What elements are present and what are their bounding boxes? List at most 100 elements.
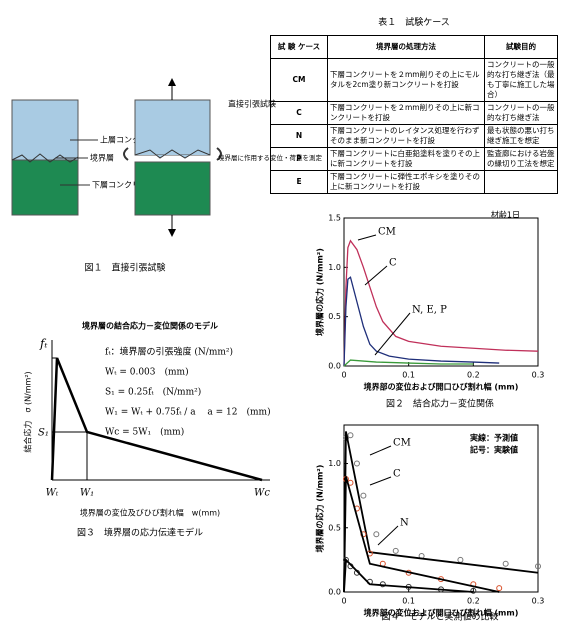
y-tick-label: 1.0 (328, 263, 341, 272)
table-body: 試 験 ケース 境界層の処理方法 試験目的 CM 下層コンクリートを２mm削りその上にモ… (270, 35, 558, 194)
x-tick-label: 0.3 (532, 371, 545, 380)
table-cell: 下層コンクリートを２mm削りその上に新コンクリートを打設 (327, 101, 485, 125)
data-point (496, 585, 503, 592)
lower-block (11, 159, 79, 216)
y-tick-label: 1.5 (328, 214, 341, 223)
table-title: 表１ 試験ケース (378, 18, 450, 28)
x-tick-label: 0 (341, 371, 346, 380)
label: 直接引張試験 (228, 99, 276, 109)
upper-block (134, 99, 211, 156)
table-cell: 下層コンクリートのレイタンス処理を行わずそのまま新コンクリートを打設 (327, 124, 485, 148)
table-cell: 下層コンクリートに弾性エポキシを塗りその上に新コンクリートを打設 (327, 170, 485, 194)
formula: Wₜ = 0.003 (mm) (105, 367, 189, 378)
leader (369, 445, 392, 456)
x-label: 境界部の変位および開口ひび割れ幅 (mm) (364, 608, 519, 618)
table-row: N 下層コンクリートのレイタンス処理を行わずそのまま新コンクリートを打設 最も状態の… (270, 124, 558, 148)
leader (364, 265, 388, 286)
label: 境界層 (90, 153, 114, 163)
series-label: C (389, 258, 397, 269)
data-point (353, 460, 360, 467)
lower-block (134, 161, 211, 216)
table-row: E 下層コンクリートに弾性エポキシを塗りその上に新コンクリートを打設 (270, 170, 558, 194)
y-tick-label: 0.0 (328, 588, 341, 597)
table-cell: コンクリートの一般的な打ち継ぎ法（最も丁寧に施工した場合） (484, 58, 558, 102)
y-label: 境界層の応力 (N/mm²) (315, 248, 325, 336)
point-label: Wₜ (46, 488, 59, 499)
leader (374, 312, 411, 356)
y-tick-label: 0.5 (328, 523, 341, 532)
table-cell: E (270, 170, 328, 194)
point-label: W₁ (80, 488, 94, 499)
data-point (360, 492, 367, 499)
x-tick-label: 0.2 (467, 371, 480, 380)
annotation: 実線：予測値 (470, 433, 518, 443)
data-point (392, 547, 399, 554)
plot-frame (343, 217, 539, 367)
leader (377, 525, 399, 546)
y-tick-label: 0.0 (328, 362, 341, 371)
annotation: 材齢1日 (491, 210, 520, 220)
label: 境界層に作用する変位・荷重を測定 (218, 153, 323, 162)
caption: 図１ 直接引張試験 (84, 262, 165, 274)
table-cell: 下層コンクリートに白亜鉛塗料を塗りその上に新コンクリートを打設 (327, 147, 485, 171)
formula: Wc = 5W₁ (mm) (105, 427, 184, 438)
figure-title: 境界層の結合応力－変位関係のモデル (82, 321, 218, 331)
x-label: 境界部の変位および開口ひび割れ幅 (mm) (364, 382, 519, 392)
y-tick-label: 1.0 (328, 459, 341, 468)
x-tick-label: 0 (341, 597, 346, 606)
table-cell: 下層コンクリートを２mm削りその上にモルタルを2cm塗り新コンクリートを打設 (327, 58, 485, 102)
data-point (373, 531, 380, 538)
data-point (347, 432, 354, 439)
leader (357, 234, 377, 241)
x-tick-label: 0.1 (402, 371, 415, 380)
annotation: 記号：実験値 (470, 445, 518, 455)
series-line (343, 239, 539, 367)
caption: 図３ 境界層の応力伝達モデル (77, 527, 203, 539)
model-line (343, 557, 474, 593)
leader (369, 476, 392, 486)
data-point (457, 556, 464, 563)
caption: 図４ モデルと実測値の比較 (381, 611, 498, 623)
series-label: N, E, P (412, 305, 447, 316)
joint (11, 153, 79, 163)
arrow-head (168, 229, 176, 237)
formula: S₁ = 0.25fₜ (N/mm²) (105, 387, 201, 398)
table-cell: 試験目的 (484, 35, 558, 59)
formula: W₁ = Wₜ + 0.75fₜ / a a = 12 (mm) (105, 407, 271, 418)
y-tick-label: 0.5 (328, 312, 341, 321)
x-tick-label: 0.1 (402, 597, 415, 606)
series-label: CM (378, 227, 396, 238)
formulas: fₜ：境界層の引張強度 (N/mm²) Wₜ = 0.003 (mm) S₁ = 0… (105, 346, 271, 438)
caption: 図２ 結合応力－変位関係 (386, 398, 494, 410)
table-row: P 下層コンクリートに白亜鉛塗料を塗りその上に新コンクリートを打設 監査廊における岩… (270, 147, 558, 171)
header-row: 試 験 ケース 境界層の処理方法 試験目的 (270, 35, 558, 59)
table-row: CM 下層コンクリートを２mm削りその上にモルタルを2cm塗り新コンクリートを打設… (270, 58, 558, 102)
series-line (343, 359, 474, 367)
table-cell (484, 170, 558, 194)
label: 上層コンクリート (100, 136, 164, 145)
x-tick-label: 0.2 (467, 597, 480, 606)
data-point (502, 560, 509, 567)
formula: fₜ：境界層の引張強度 (N/mm²) (105, 346, 233, 358)
upper-block (11, 99, 79, 161)
table: 試 験 ケース 境界層の処理方法 試験目的 CM 下層コンクリートを２mm削りその上にモ… (270, 35, 558, 194)
data-point (535, 563, 541, 570)
model-line (343, 431, 539, 593)
series-label: N (400, 518, 409, 529)
model-line (50, 357, 263, 482)
joint (134, 149, 211, 159)
point-label: S₁ (38, 428, 49, 439)
x-label: 境界層の変位及びひび割れ幅 w(mm) (80, 508, 220, 518)
label: 下層コンクリート (92, 181, 156, 190)
series-label: CM (393, 438, 411, 449)
series-line (343, 276, 500, 367)
table-cell: 境界層の処理方法 (327, 35, 485, 59)
y-label: 境界層の応力 (N/mm²) (315, 465, 325, 553)
point-label: Wc (254, 488, 270, 499)
y-label: 結合応力 σ (N/mm²) (23, 371, 33, 452)
model-line (343, 476, 500, 593)
x-tick-label: 0.3 (532, 597, 545, 606)
series-label: C (393, 469, 401, 480)
